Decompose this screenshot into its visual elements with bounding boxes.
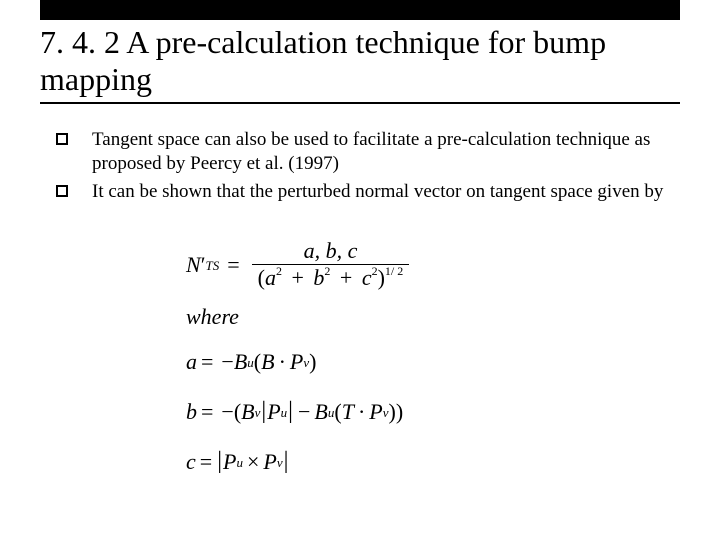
sym-rparen: ) <box>396 399 403 425</box>
formula-b: b = −(Bv |Pu| − Bu (T · Pv)) <box>186 394 566 430</box>
bullet-marker-icon <box>56 133 68 145</box>
formula-where: where <box>186 304 566 330</box>
list-item: Tangent space can also be used to facili… <box>56 128 668 176</box>
sym-rparen: ) <box>389 399 396 425</box>
sym-bar: | <box>261 398 266 425</box>
sym-where: where <box>186 304 239 330</box>
sym-c: c <box>186 449 196 475</box>
sym-sub-u: u <box>328 405 335 421</box>
sym-rparen: ) <box>309 349 316 375</box>
sym-cross: × <box>247 449 259 475</box>
sym-T: T <box>342 399 354 425</box>
sym-sub-v: v <box>383 405 389 421</box>
sym-c: c <box>362 265 372 290</box>
list-item: It can be shown that the perturbed norma… <box>56 180 668 204</box>
slide-title: 7. 4. 2 A pre-calculation technique for … <box>40 24 680 98</box>
sym-sq: 2 <box>276 264 282 278</box>
sym-sub-TS: TS <box>206 258 220 274</box>
sym-b: b <box>186 399 197 425</box>
sym-B: B <box>261 349 274 375</box>
sym-B: B <box>314 399 327 425</box>
fraction-denominator: (a2 + b2 + c2)1/ 2 <box>252 264 410 291</box>
sym-P: P <box>290 349 303 375</box>
sym-eq: = <box>201 399 213 425</box>
sym-sub-u: u <box>236 455 243 471</box>
sym-P: P <box>223 449 236 475</box>
bullet-list: Tangent space can also be used to facili… <box>56 128 668 207</box>
sym-dot: · <box>358 399 365 425</box>
formula-main: N′TS = a, b, c (a2 + b2 + c2)1/ 2 <box>186 238 566 292</box>
sym-P: P <box>263 449 276 475</box>
sym-bar: | <box>284 448 289 475</box>
sym-dot: · <box>279 349 286 375</box>
sym-B: B <box>234 349 247 375</box>
sym-P: P <box>369 399 382 425</box>
sym-sub-v: v <box>255 405 261 421</box>
sym-sub-u: u <box>281 405 288 421</box>
bullet-marker-icon <box>56 185 68 197</box>
sym-rparen: ) <box>378 265 385 290</box>
sym-plus: + <box>340 265 352 290</box>
bullet-text: Tangent space can also be used to facili… <box>92 128 668 176</box>
sym-bar: | <box>288 398 293 425</box>
sym-N: N <box>186 252 201 278</box>
slide: 7. 4. 2 A pre-calculation technique for … <box>0 0 720 540</box>
sym-eq: = <box>201 349 213 375</box>
sym-plus: + <box>291 265 303 290</box>
sym-lparen: ( <box>334 399 341 425</box>
sym-sub-u: u <box>247 355 254 371</box>
sym-sq: 2 <box>324 264 330 278</box>
sym-b: b <box>313 265 324 290</box>
sym-eq: = <box>200 449 212 475</box>
fraction: a, b, c (a2 + b2 + c2)1/ 2 <box>252 238 410 292</box>
formula-a: a = −Bu (B · Pv) <box>186 344 566 380</box>
sym-a: a <box>265 265 276 290</box>
sym-minus: − <box>298 399 310 425</box>
bullet-text: It can be shown that the perturbed norma… <box>92 180 663 204</box>
sym-abc: a, b, c <box>304 238 358 263</box>
sym-lparen: ( <box>258 265 265 290</box>
title-underline <box>40 102 680 104</box>
title-top-bar <box>40 0 680 20</box>
sym-lparen: ( <box>254 349 261 375</box>
sym-lparen: ( <box>234 399 241 425</box>
sym-B: B <box>241 399 254 425</box>
formula-c: c = |Pu × Pv| <box>186 444 566 480</box>
sym-minus: − <box>221 349 233 375</box>
formula-block: N′TS = a, b, c (a2 + b2 + c2)1/ 2 where <box>186 238 566 494</box>
sym-sub-v: v <box>277 455 283 471</box>
sym-half: 1/ 2 <box>385 264 403 278</box>
sym-eq: = <box>227 252 239 278</box>
sym-P: P <box>267 399 280 425</box>
sym-sub-v: v <box>303 355 309 371</box>
sym-minus: − <box>221 399 233 425</box>
sym-sq: 2 <box>372 264 378 278</box>
sym-bar: | <box>217 448 222 475</box>
fraction-numerator: a, b, c <box>298 238 364 264</box>
sym-a: a <box>186 349 197 375</box>
